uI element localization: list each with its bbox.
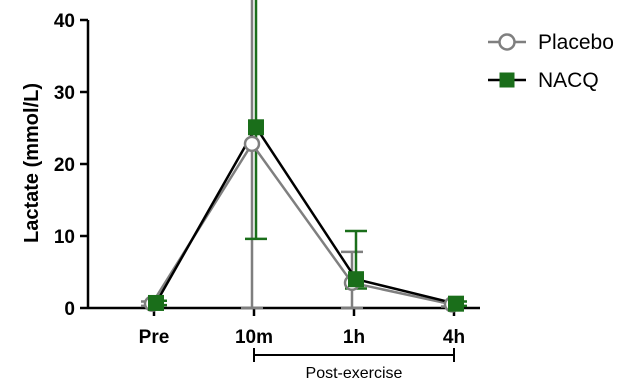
legend-label-placebo: Placebo: [538, 31, 614, 54]
y-axis: 0 10 20 30 40: [54, 11, 90, 320]
x-tick-label-3: 4h: [443, 327, 465, 348]
series-layer: [141, 0, 467, 313]
x-tick-label-1: 10m: [235, 327, 273, 348]
post-exercise-bracket: Post-exercise: [253, 348, 455, 382]
x-tick-label-2: 1h: [343, 327, 365, 348]
y-tick-label-2: 20: [54, 155, 75, 176]
x-axis: Pre 10m 1h 4h: [88, 306, 480, 348]
legend-marker-nacq: [499, 72, 515, 88]
y-tick-label-4: 40: [54, 11, 75, 32]
y-tick-label-0: 0: [64, 299, 75, 320]
y-tick-label-1: 10: [54, 227, 75, 248]
point-nacq-0: [148, 294, 164, 311]
point-nacq-3: [448, 295, 464, 312]
series-line-nacq: [154, 124, 457, 305]
y-axis-title: Lactate (mmol/L): [21, 83, 43, 243]
point-nacq-2: [348, 271, 364, 288]
point-placebo-1: [243, 135, 261, 153]
y-tick-label-3: 30: [54, 83, 75, 104]
x-tick-label-0: Pre: [139, 327, 170, 348]
series-line-placebo: [150, 141, 453, 306]
bracket-label: Post-exercise: [306, 365, 403, 382]
point-nacq-1: [248, 119, 264, 136]
legend-marker-placebo: [498, 33, 516, 51]
legend: Placebo NACQ: [488, 31, 614, 92]
legend-label-nacq: NACQ: [538, 69, 599, 92]
